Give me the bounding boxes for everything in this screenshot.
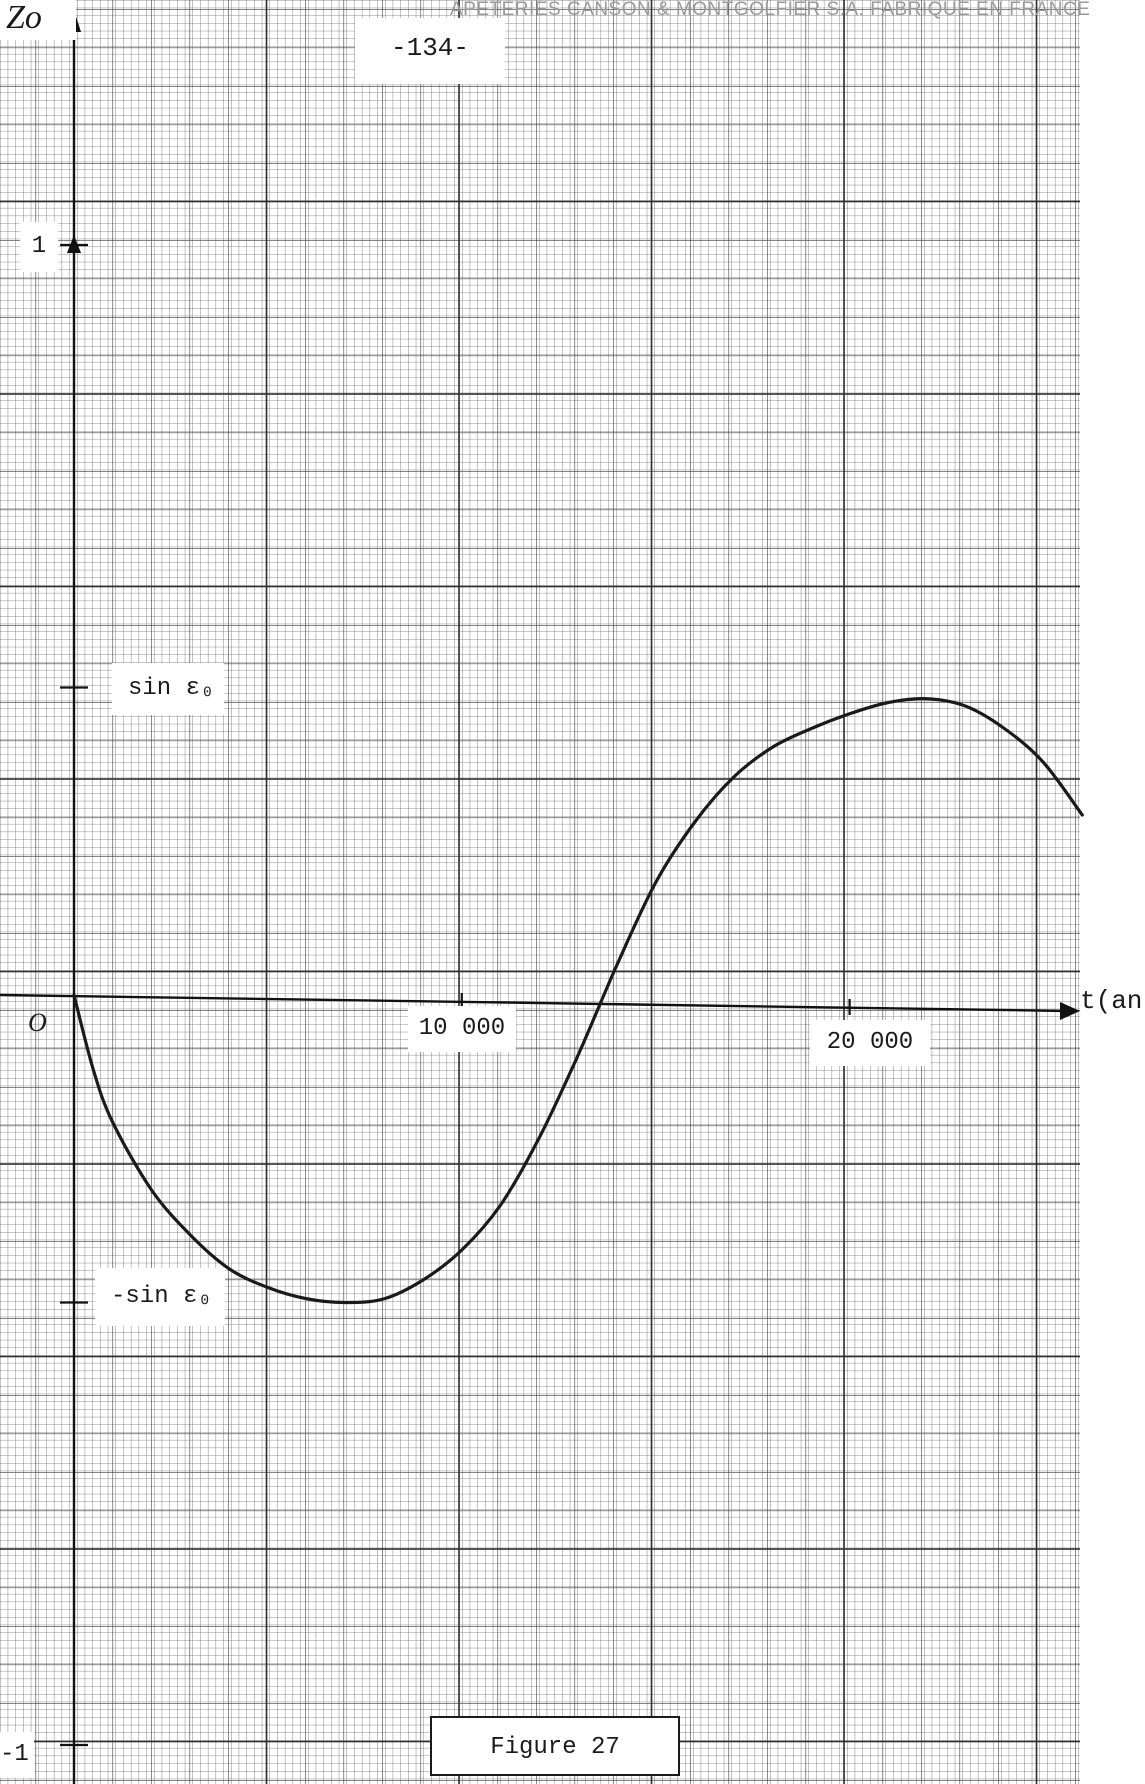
page-number: -134-: [355, 18, 505, 84]
paper-maker-imprint: APETERIES CANSON & MONTGOLFIER S.A. FABR…: [450, 0, 1090, 20]
origin-label: O: [28, 1008, 47, 1038]
figure-caption: Figure 27: [430, 1716, 680, 1776]
grid-major: [0, 0, 1080, 1784]
y-tick-label-minus-sin-epsilon: -sin ε₀: [95, 1268, 225, 1326]
x-tick-label-20000: 20 000: [810, 1020, 930, 1066]
y-axis-label: Zo: [0, 0, 76, 40]
x-tick-label-10000: 10 000: [408, 1006, 516, 1052]
y-tick-label-top: 1: [20, 222, 58, 272]
y-tick-label-sin-epsilon: sin ε₀: [112, 663, 224, 715]
x-axis-label: t(an: [1080, 986, 1142, 1016]
y-tick-label-bottom: -1: [0, 1732, 34, 1778]
